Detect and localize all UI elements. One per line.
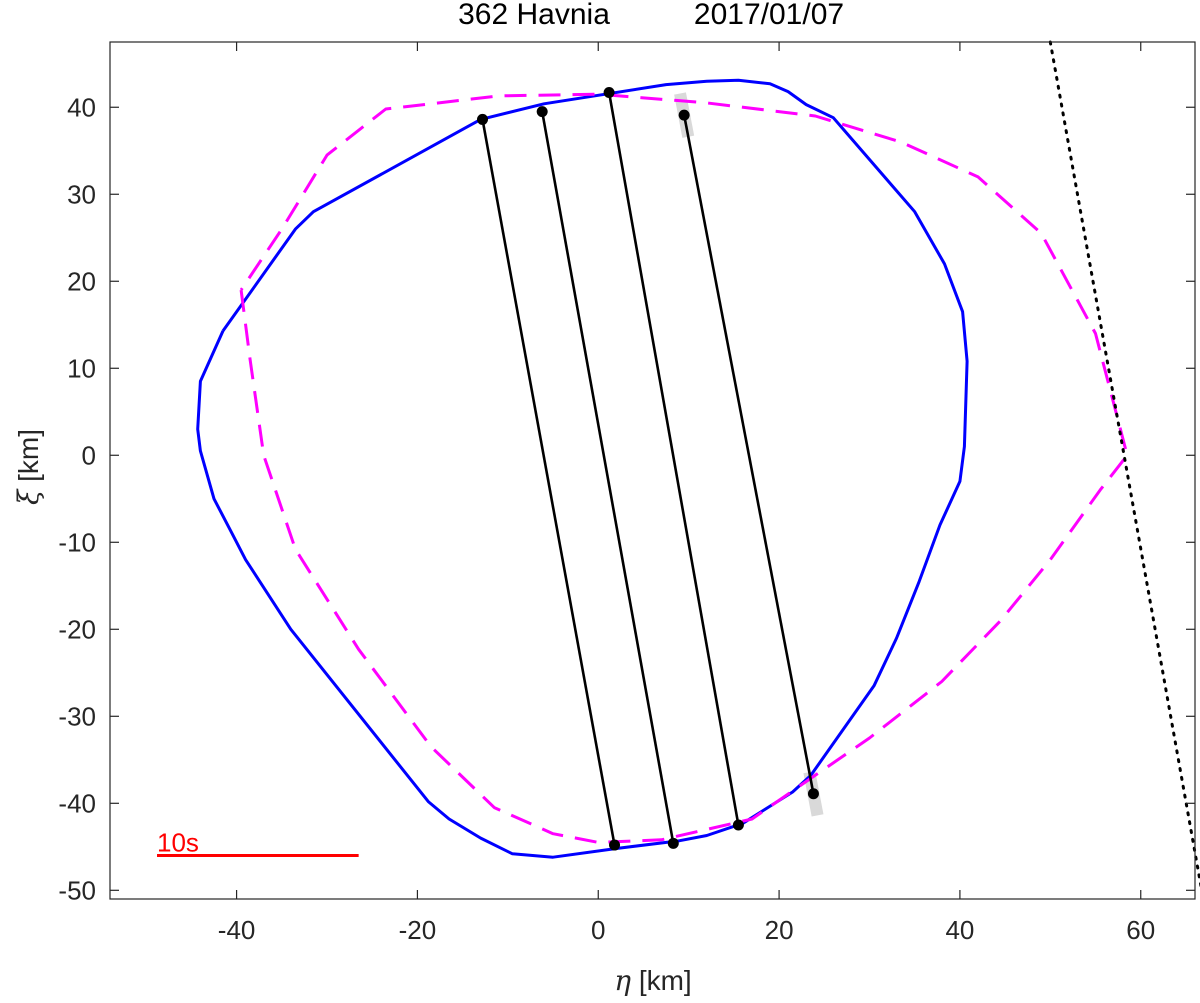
chart-title-object: 362 Havnia — [458, 0, 610, 31]
y-axis-unit: [km] — [13, 429, 44, 490]
chord-line — [682, 114, 815, 794]
dotted-profile-line — [1048, 40, 1200, 890]
chord-start-point — [603, 86, 615, 98]
dashed-profile-line — [239, 92, 1129, 844]
x-axis-unit: [km] — [631, 965, 692, 996]
x-tick-label: -40 — [218, 915, 256, 945]
chord-end-point — [732, 819, 744, 831]
y-tick-label: 30 — [67, 179, 96, 209]
x-tick-label: 20 — [765, 915, 794, 945]
y-tick-label: 10 — [67, 353, 96, 383]
y-axis-symbol: ξ — [12, 488, 45, 505]
y-tick-label: -40 — [58, 788, 96, 818]
chart-title-date: 2017/01/07 — [694, 0, 844, 31]
axes-box — [109, 41, 1196, 900]
x-tick-label: 40 — [945, 915, 974, 945]
chord-start-point — [536, 106, 548, 118]
x-axis-symbol: η — [614, 964, 631, 997]
scale-bar-label: 10s — [157, 827, 199, 857]
chord-layer — [477, 86, 819, 851]
x-tick-label: -20 — [399, 915, 437, 945]
y-tick-label: -10 — [58, 527, 96, 557]
chord-line — [540, 111, 675, 844]
y-tick-label: 20 — [67, 266, 96, 296]
chord-end-point — [807, 788, 819, 800]
chord-start-point — [678, 109, 690, 121]
x-tick-label: 0 — [591, 915, 605, 945]
y-tick-label: 40 — [67, 92, 96, 122]
y-tick-label: -20 — [58, 614, 96, 644]
chord-end-point — [667, 837, 679, 849]
chord-start-point — [477, 113, 489, 125]
y-tick-label: 0 — [82, 440, 96, 470]
axis-ticks: -40 -20 0 20 40 60 -50 -40 -30 -20 -10 0 10 20 30 40 — [58, 42, 1195, 945]
chord-end-point — [609, 839, 621, 851]
series-layer — [196, 40, 1200, 890]
chord-line — [481, 119, 616, 846]
solid-profile-line — [196, 78, 969, 859]
scale-bar: 10s — [157, 827, 359, 857]
y-tick-label: -50 — [58, 875, 96, 905]
y-tick-label: -30 — [58, 701, 96, 731]
x-axis-title: η [km] — [614, 964, 691, 997]
chord-line — [607, 92, 740, 826]
x-tick-label: 60 — [1126, 915, 1155, 945]
y-axis-title: ξ [km] — [12, 429, 45, 505]
